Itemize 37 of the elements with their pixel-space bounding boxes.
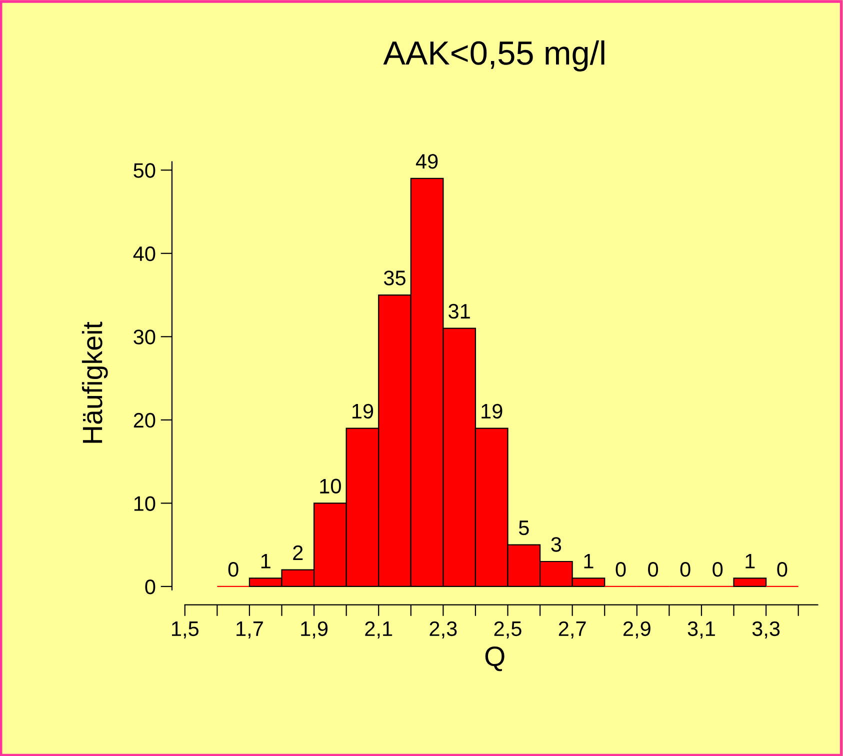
data-label: 1 [261,554,270,568]
data-label: 0 [228,562,238,577]
data-label: 0 [777,562,788,577]
y-tick-label: 30 [134,330,156,344]
data-label: 1 [584,554,594,568]
y-tick-label: 50 [134,163,156,178]
x-tick-label: 1,7 [236,622,263,639]
data-label: 2 [293,545,303,560]
x-tick-label: 2,7 [558,621,586,639]
x-tick-label: 2,9 [623,621,650,639]
y-axis-title: Häufigkeit [82,322,108,443]
data-label: 0 [648,562,658,577]
data-label: 49 [416,154,438,169]
data-label: 3 [551,537,562,552]
x-tick-label: 2,5 [494,621,522,639]
data-label: 31 [448,304,470,319]
chart-title: AAK<0,55 mg/l [383,40,604,72]
y-tick-label: 0 [145,579,156,594]
x-tick-label: 3,3 [752,621,780,639]
y-tick-label: 40 [133,246,156,262]
data-label: 35 [384,270,406,286]
data-label: 0 [616,562,626,577]
x-tick-label: 2,1 [365,621,392,639]
data-label: 10 [320,478,341,494]
x-tick-label: 1,5 [172,622,198,639]
data-label: 0 [680,562,690,577]
data-label: 19 [482,404,502,419]
x-axis-title: Q [485,646,504,672]
y-tick-label: 20 [134,412,156,428]
x-tick-label: 2,3 [430,621,457,639]
data-label: 19 [352,404,374,419]
data-label: 5 [518,520,529,536]
data-label: 1 [746,554,755,568]
y-tick-label: 10 [134,496,156,511]
data-label: 0 [712,562,723,577]
x-tick-label: 3,1 [688,621,715,639]
x-tick-label: 1,9 [301,621,328,639]
